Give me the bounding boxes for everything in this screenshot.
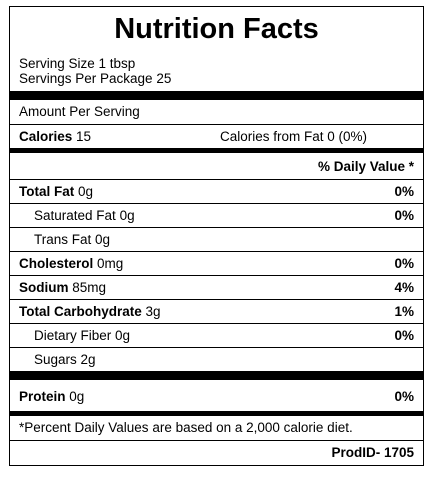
nutrient-row-cholesterol: Cholesterol 0mg 0% <box>10 251 423 275</box>
nutrient-name: Cholesterol <box>19 256 94 271</box>
product-id: ProdID- 1705 <box>331 445 414 460</box>
nutrient-name: Saturated Fat <box>34 208 116 223</box>
nutrient-name: Dietary Fiber <box>34 328 112 343</box>
nutrient-row-dietary-fiber: Dietary Fiber 0g 0% <box>10 323 423 347</box>
medium-divider <box>10 148 423 153</box>
calories-label: Calories 15 <box>19 129 92 144</box>
nutrient-amount: 3g <box>145 304 161 319</box>
nutrient-dv: 0% <box>394 328 414 343</box>
daily-value-header-row: % Daily Value * <box>10 155 423 179</box>
nutrient-dv: 4% <box>394 280 414 295</box>
thick-divider <box>10 371 423 380</box>
footnote: *Percent Daily Values are based on a 2,0… <box>19 420 353 435</box>
amount-per-serving: Amount Per Serving <box>19 104 140 119</box>
nutrient-row-sodium: Sodium 85mg 4% <box>10 275 423 299</box>
nutrient-amount: 0g <box>95 232 111 247</box>
label-title: Nutrition Facts <box>114 13 319 45</box>
nutrient-dv: 0% <box>394 184 414 199</box>
product-id-row: ProdID- 1705 <box>10 440 423 464</box>
nutrient-name: Sugars <box>34 352 77 367</box>
thick-divider <box>10 91 423 100</box>
medium-divider <box>10 411 423 416</box>
nutrient-row-saturated-fat: Saturated Fat 0g 0% <box>10 203 423 227</box>
nutrient-row-trans-fat: Trans Fat 0g <box>10 227 423 251</box>
nutrient-amount: 0g <box>78 184 94 199</box>
nutrition-label: Nutrition Facts Serving Size 1 tbsp Serv… <box>9 6 424 466</box>
nutrient-dv: 1% <box>394 304 414 319</box>
nutrient-amount: 2g <box>80 352 96 367</box>
daily-value-header: % Daily Value * <box>317 159 414 174</box>
amount-per-serving-row: Amount Per Serving <box>10 100 423 124</box>
nutrient-amount: 0g <box>115 328 131 343</box>
nutrient-row-total-carbohydrate: Total Carbohydrate 3g 1% <box>10 299 423 323</box>
nutrient-row-total-fat: Total Fat 0g 0% <box>10 179 423 203</box>
servings-per-package: Servings Per Package 25 <box>19 71 172 86</box>
nutrient-row-sugars: Sugars 2g <box>10 347 423 371</box>
nutrient-dv: 0% <box>394 208 414 223</box>
calories-row: Calories 15 Calories from Fat 0 (0%) <box>10 124 423 148</box>
calories-from-fat: Calories from Fat 0 (0%) <box>220 129 368 144</box>
nutrient-amount: 85mg <box>72 280 107 295</box>
nutrient-amount: 0mg <box>97 256 124 271</box>
nutrient-amount: 0g <box>69 389 85 404</box>
nutrient-name: Total Fat <box>19 184 75 199</box>
nutrient-amount: 0g <box>119 208 135 223</box>
serving-size: Serving Size 1 tbsp <box>19 56 136 71</box>
nutrient-dv: 0% <box>394 389 414 404</box>
nutrient-dv: 0% <box>394 256 414 271</box>
nutrient-name: Sodium <box>19 280 69 295</box>
footnote-row: *Percent Daily Values are based on a 2,0… <box>10 416 423 440</box>
nutrient-name: Trans Fat <box>34 232 92 247</box>
nutrient-name: Protein <box>19 389 66 404</box>
nutrient-name: Total Carbohydrate <box>19 304 142 319</box>
nutrient-row-protein: Protein 0g 0% <box>10 385 423 409</box>
